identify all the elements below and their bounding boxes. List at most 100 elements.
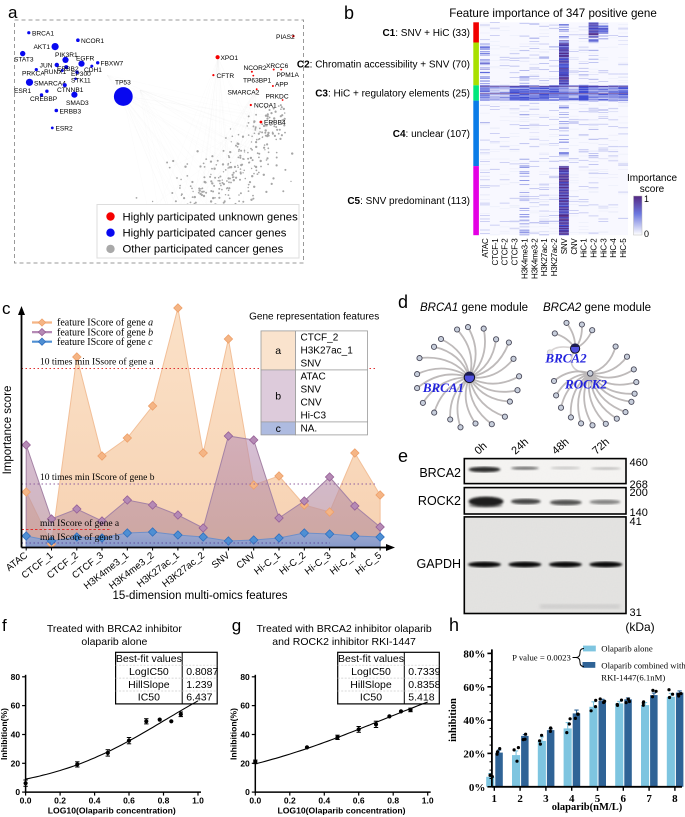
svg-text:0%: 0% (469, 782, 486, 794)
svg-text:ROCK2: ROCK2 (564, 377, 607, 392)
svg-text:0.0: 0.0 (249, 796, 261, 806)
svg-text:HiC-1: HiC-1 (580, 238, 589, 258)
svg-text:60: 60 (11, 701, 21, 711)
svg-text:3: 3 (543, 793, 549, 805)
svg-text:6.437: 6.437 (186, 692, 212, 704)
svg-text:5.418: 5.418 (408, 692, 434, 704)
svg-text:SMARCA2: SMARCA2 (228, 90, 260, 97)
svg-text:CNV: CNV (570, 238, 579, 255)
svg-text:SMARCA4: SMARCA4 (34, 81, 66, 88)
svg-text:feature IScore of gene a: feature IScore of gene a (57, 318, 153, 329)
svg-text:H3K4me3-1: H3K4me3-1 (520, 238, 529, 279)
svg-text:0.8358: 0.8358 (408, 679, 440, 691)
svg-text:TP53: TP53 (115, 80, 131, 87)
svg-text:C5: SNV predominant (113): C5: SNV predominant (113) (347, 196, 470, 207)
svg-text:Importance score: Importance score (2, 386, 14, 475)
svg-text:score: score (640, 184, 665, 195)
svg-text:Other participated cancer gene: Other participated cancer genes (123, 244, 284, 256)
svg-text:10 times min ISsore of gene a: 10 times min ISsore of gene a (40, 357, 154, 368)
svg-text:feature IScore of gene b: feature IScore of gene b (57, 327, 153, 338)
svg-text:XRCC6: XRCC6 (266, 63, 289, 70)
svg-text:80: 80 (240, 672, 250, 682)
svg-text:20: 20 (240, 758, 250, 768)
svg-text:0: 0 (15, 787, 20, 797)
svg-text:Olaparib combined with: Olaparib combined with (601, 660, 685, 670)
svg-text:5: 5 (595, 793, 601, 805)
svg-text:1.0: 1.0 (192, 796, 204, 806)
svg-text:Inhibition(%): Inhibition(%) (0, 708, 9, 760)
svg-text:HiC-3: HiC-3 (599, 238, 608, 258)
svg-text:LogIC50: LogIC50 (351, 666, 391, 678)
svg-text:TP63BP1: TP63BP1 (243, 78, 272, 85)
svg-text:24h: 24h (509, 436, 531, 457)
svg-text:CTCF-1: CTCF-1 (491, 238, 500, 266)
svg-text:SNV: SNV (560, 238, 569, 255)
svg-text:Importance: Importance (627, 173, 677, 184)
svg-text:Highly participated cancer gen: Highly participated cancer genes (123, 228, 287, 240)
svg-text:BRCA1: BRCA1 (32, 31, 54, 38)
svg-text:JUN: JUN (40, 63, 53, 70)
svg-text:SNV: SNV (210, 550, 233, 571)
svg-text:PRKDC: PRKDC (266, 94, 289, 101)
svg-text:SNV: SNV (301, 384, 322, 395)
svg-text:C2: Chromatin accessibility +: C2: Chromatin accessibility + SNV (70) (297, 59, 470, 70)
svg-text:Olaparib alone: Olaparib alone (601, 644, 653, 654)
svg-text:Hi-C_1: Hi-C_1 (252, 550, 283, 577)
svg-text:ESR1: ESR1 (14, 88, 32, 95)
svg-text:olaparib(nM/L): olaparib(nM/L) (552, 802, 623, 813)
svg-text:HiC-5: HiC-5 (619, 238, 628, 258)
svg-text:CDH1: CDH1 (84, 67, 102, 74)
svg-text:C4: unclear (107): C4: unclear (107) (393, 129, 470, 140)
svg-text:PIK3R1: PIK3R1 (55, 52, 78, 59)
svg-text:PIAS2: PIAS2 (276, 34, 295, 41)
svg-text:80: 80 (11, 672, 21, 682)
svg-text:NCOR2: NCOR2 (244, 65, 267, 72)
svg-text:a: a (8, 3, 18, 22)
svg-text:0h: 0h (472, 440, 489, 457)
svg-text:STK11: STK11 (71, 78, 91, 85)
svg-text:140: 140 (630, 507, 648, 519)
svg-text:0.2: 0.2 (54, 796, 66, 806)
svg-text:Gene representation features: Gene representation features (249, 312, 379, 323)
svg-text:H3K27ac_1: H3K27ac_1 (301, 345, 354, 356)
svg-text:0: 0 (245, 787, 250, 797)
svg-text:C1: SNV + HiC (33): C1: SNV + HiC (33) (382, 28, 470, 39)
svg-text:HiC-4: HiC-4 (609, 238, 618, 258)
svg-text:1: 1 (644, 194, 649, 204)
svg-text:48h: 48h (550, 436, 572, 457)
svg-text:PPM1A: PPM1A (277, 72, 300, 79)
svg-text:ERBB4: ERBB4 (264, 120, 286, 127)
svg-text:ATAC: ATAC (301, 371, 326, 382)
svg-text:b: b (344, 3, 354, 23)
svg-text:EP300: EP300 (71, 71, 91, 78)
svg-text:0.7339: 0.7339 (408, 666, 440, 678)
svg-text:CREBBP: CREBBP (30, 96, 58, 103)
svg-text:BRCA1 gene module: BRCA1 gene module (420, 302, 528, 314)
svg-text:ROCK2: ROCK2 (418, 494, 461, 508)
svg-text:1: 1 (492, 793, 498, 805)
svg-text:RUNX1: RUNX1 (44, 69, 67, 76)
svg-text:Hi-C3: Hi-C3 (301, 410, 327, 421)
svg-text:HiC-2: HiC-2 (590, 238, 599, 258)
svg-text:0.4: 0.4 (318, 796, 330, 806)
svg-text:0.4: 0.4 (89, 796, 101, 806)
svg-text:Treated with BRCA2 inhibitor o: Treated with BRCA2 inhibitor olaparib (256, 623, 431, 635)
svg-text:feature IScore of gene c: feature IScore of gene c (57, 337, 153, 348)
svg-text:Hi-C_5: Hi-C_5 (353, 550, 384, 577)
svg-text:ERBB3: ERBB3 (60, 109, 82, 116)
svg-text:NCOR1: NCOR1 (81, 38, 104, 45)
svg-text:H3K27ac-2: H3K27ac-2 (550, 238, 559, 277)
svg-text:SMAD3: SMAD3 (66, 100, 89, 107)
svg-text:60%: 60% (463, 682, 485, 694)
svg-text:d: d (398, 292, 408, 312)
svg-text:BRCA2 gene module: BRCA2 gene module (543, 302, 651, 314)
svg-text:Feature importance of 347 posi: Feature importance of 347 positive gene (449, 7, 657, 20)
svg-text:80%: 80% (463, 648, 485, 660)
svg-text:c: c (276, 423, 281, 435)
svg-text:C3: HiC + regulatory elements: C3: HiC + regulatory elements (25) (315, 89, 470, 100)
svg-text:40%: 40% (463, 715, 485, 727)
svg-text:H3K27ac-1: H3K27ac-1 (540, 238, 549, 277)
svg-text:min IScore of gene a: min IScore of gene a (40, 518, 120, 529)
svg-text:ESR2: ESR2 (56, 126, 74, 133)
svg-text:and ROCK2 inhibitor RKI-1447: and ROCK2 inhibitor RKI-1447 (272, 636, 416, 648)
